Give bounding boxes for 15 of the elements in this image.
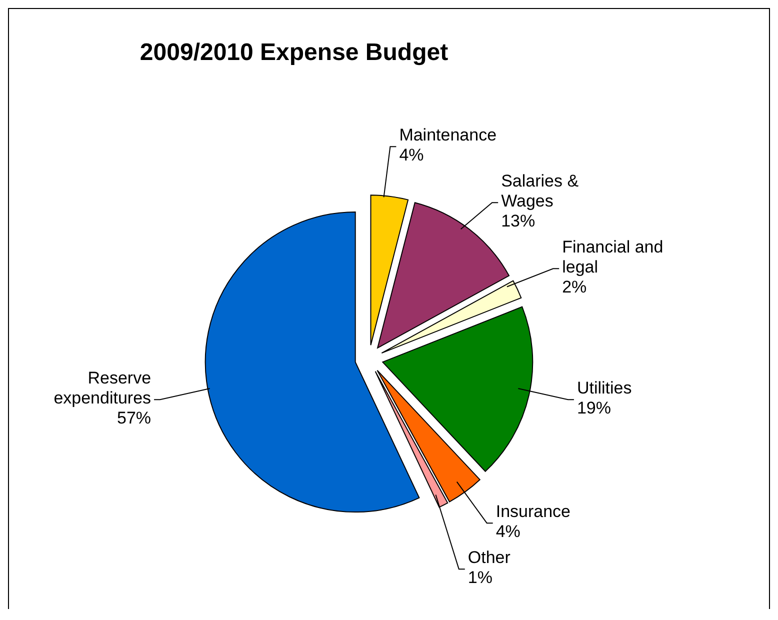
slice-label: Other xyxy=(468,548,511,568)
data-label: 13% xyxy=(501,212,536,231)
data-label: 4% xyxy=(399,146,424,165)
slice-label: Reserve expenditures xyxy=(54,368,152,408)
slice-label: Utilities xyxy=(576,378,632,398)
data-label: 2% xyxy=(562,278,587,297)
chart-title: 2009/2010 Expense Budget xyxy=(138,39,450,67)
data-label: 57% xyxy=(117,408,152,428)
data-label: 19% xyxy=(576,398,611,418)
slice-label: Maintenance xyxy=(399,126,497,145)
data-label: 1% xyxy=(468,568,492,588)
slice-label: Financial and legal xyxy=(562,238,664,277)
data-label: 4% xyxy=(496,522,520,542)
slice-label: Insurance xyxy=(496,502,571,522)
slice-label: Salaries & Wages xyxy=(501,172,580,211)
